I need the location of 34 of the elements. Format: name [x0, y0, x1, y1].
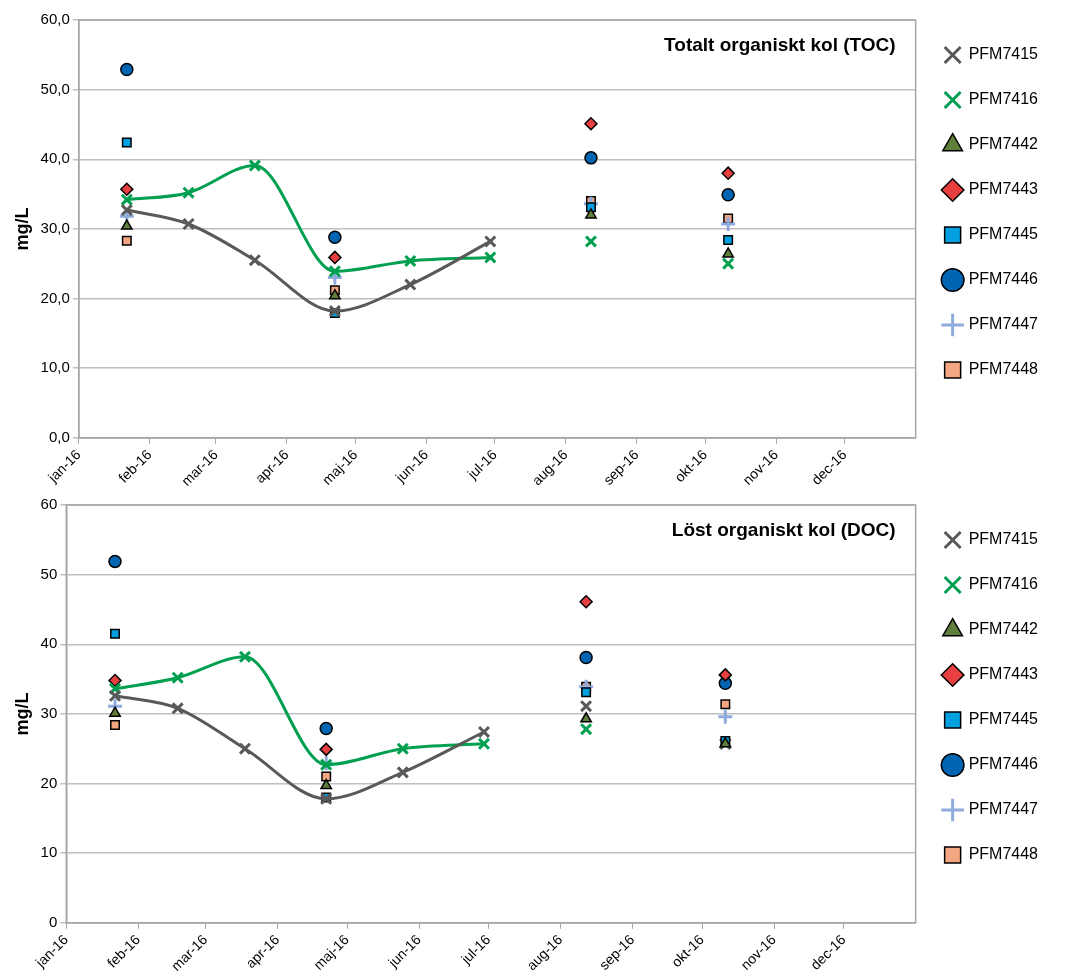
y-tick-label: 60: [40, 495, 58, 513]
legend-label: PFM7415: [968, 530, 1039, 548]
y-tick-label: 10,0: [40, 358, 70, 376]
legend-label: PFM7447: [968, 315, 1039, 333]
legend-label: PFM7448: [968, 845, 1039, 863]
legend-label: PFM7443: [968, 665, 1039, 683]
y-tick-label: 20: [40, 773, 58, 791]
y-tick-label: 20,0: [40, 288, 70, 306]
y-tick-label: 30,0: [40, 219, 70, 237]
legend-label: PFM7416: [968, 575, 1039, 593]
y-tick-label: 0,0: [48, 427, 70, 445]
legend-label: PFM7415: [968, 45, 1039, 63]
legend-label: PFM7442: [968, 135, 1039, 153]
y-tick-label: 0: [48, 912, 58, 930]
legend-label: PFM7443: [968, 180, 1039, 198]
legend-label: PFM7446: [968, 270, 1039, 288]
y-tick-label: 60,0: [40, 10, 70, 28]
legend-label: PFM7447: [968, 800, 1039, 818]
legend-label: PFM7442: [968, 620, 1039, 638]
y-tick-label: 50,0: [40, 79, 70, 97]
legend-label: PFM7445: [968, 225, 1039, 243]
y-tick-label: 50: [40, 564, 58, 582]
y-tick-label: 30: [40, 704, 58, 722]
legend-label: PFM7448: [968, 360, 1039, 378]
y-axis-title: mg/L: [11, 692, 32, 736]
legend-label: PFM7446: [968, 755, 1039, 773]
legend-label: PFM7445: [968, 710, 1039, 728]
y-tick-label: 40,0: [40, 149, 70, 167]
y-axis-title: mg/L: [11, 207, 32, 251]
text: Löst organiskt kol (DOC): [671, 518, 896, 540]
text: Totalt organiskt kol (TOC): [664, 33, 896, 55]
y-tick-label: 10: [40, 843, 58, 861]
y-tick-label: 40: [40, 634, 58, 652]
legend-label: PFM7416: [968, 90, 1039, 108]
